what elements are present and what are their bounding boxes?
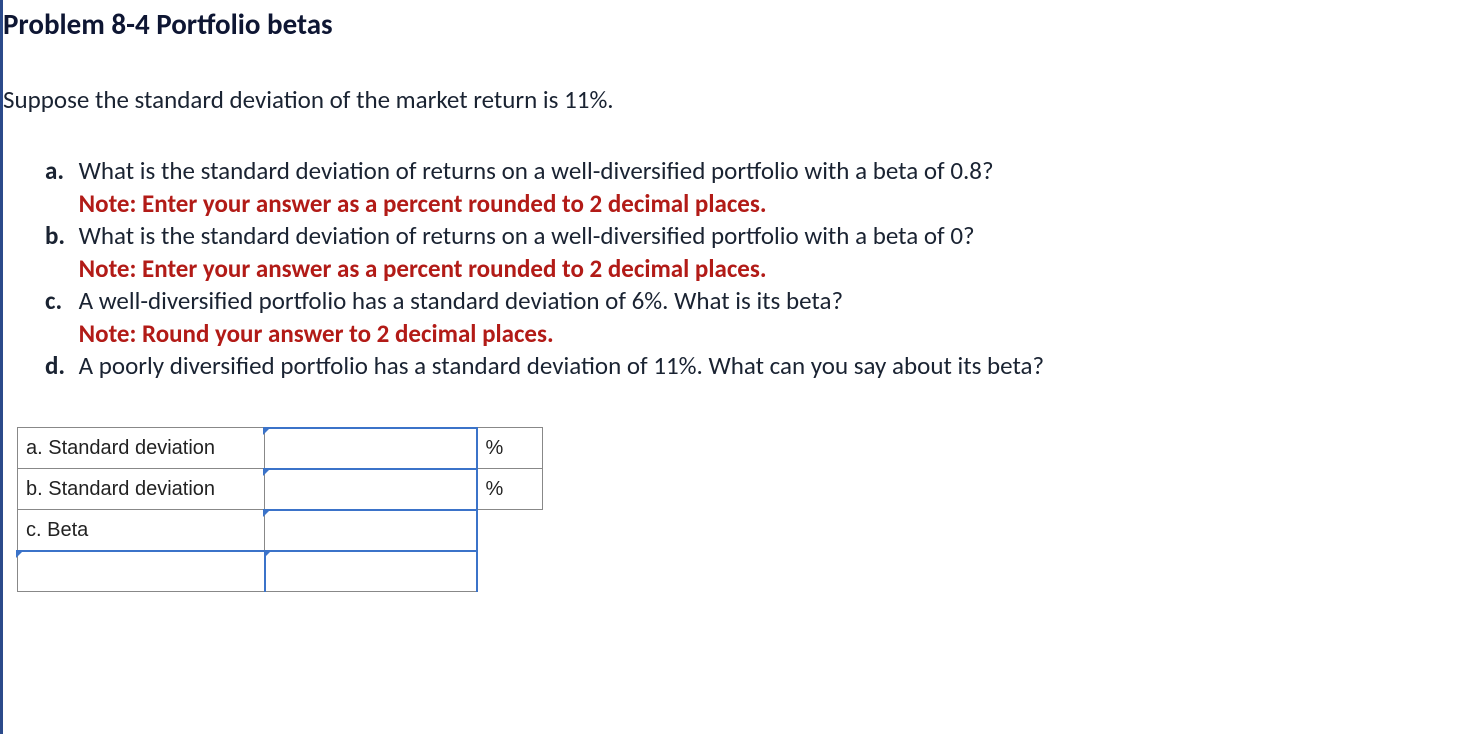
input-tick-icon (16, 550, 24, 558)
empty-cell (477, 510, 543, 552)
answer-unit-a: % (477, 428, 543, 469)
item-text-d: A poorly diversified portfolio has a sta… (79, 350, 1044, 381)
answer-input-cell-b (265, 469, 477, 510)
empty-cell (477, 551, 543, 591)
answer-label-c: c. Beta (18, 510, 265, 552)
input-tick-icon (263, 468, 271, 476)
item-marker-d: d. (45, 350, 73, 383)
answer-input-b[interactable] (265, 472, 476, 506)
answer-row-d (18, 551, 543, 591)
input-tick-icon (263, 509, 271, 517)
problem-page: Problem 8-4 Portfolio betas Suppose the … (0, 0, 1462, 734)
answer-input-cell-a (265, 428, 477, 469)
answer-unit-b: % (477, 469, 543, 510)
item-note-a: Note: Enter your answer as a percent rou… (79, 188, 767, 219)
answer-table: a. Standard deviation % b. Standard devi… (17, 427, 543, 592)
item-text-b: What is the standard deviation of return… (79, 220, 975, 251)
item-marker-b: b. (45, 220, 73, 253)
question-item-b: b. What is the standard deviation of ret… (45, 220, 1462, 285)
question-item-a: a. What is the standard deviation of ret… (45, 155, 1462, 220)
question-item-c: c. A well-diversified portfolio has a st… (45, 285, 1462, 350)
question-item-d: d. A poorly diversified portfolio has a … (45, 350, 1462, 383)
answer-input-a[interactable] (265, 431, 476, 465)
input-tick-icon (263, 427, 271, 435)
answer-input-cell-d2 (265, 551, 477, 591)
input-tick-icon (264, 550, 272, 558)
question-list: a. What is the standard deviation of ret… (45, 155, 1462, 383)
answer-input-c[interactable] (265, 513, 476, 547)
item-marker-a: a. (45, 155, 73, 188)
item-marker-c: c. (45, 285, 73, 318)
item-text-a: What is the standard deviation of return… (79, 155, 994, 186)
problem-heading: Problem 8-4 Portfolio betas (3, 0, 1462, 42)
item-text-c: A well-diversified portfolio has a stand… (79, 285, 843, 316)
answer-input-cell-d (18, 551, 265, 591)
problem-intro: Suppose the standard deviation of the ma… (3, 84, 1462, 115)
answer-row-c: c. Beta (18, 510, 543, 552)
answer-label-b: b. Standard deviation (18, 469, 265, 510)
answer-input-d[interactable] (266, 554, 476, 588)
answer-row-b: b. Standard deviation % (18, 469, 543, 510)
answer-input-cell-c (265, 510, 477, 552)
answer-row-a: a. Standard deviation % (18, 428, 543, 469)
item-note-c: Note: Round your answer to 2 decimal pla… (79, 318, 554, 349)
answer-label-a: a. Standard deviation (18, 428, 265, 469)
answer-input-d-label[interactable] (18, 554, 264, 588)
item-note-b: Note: Enter your answer as a percent rou… (79, 253, 767, 284)
